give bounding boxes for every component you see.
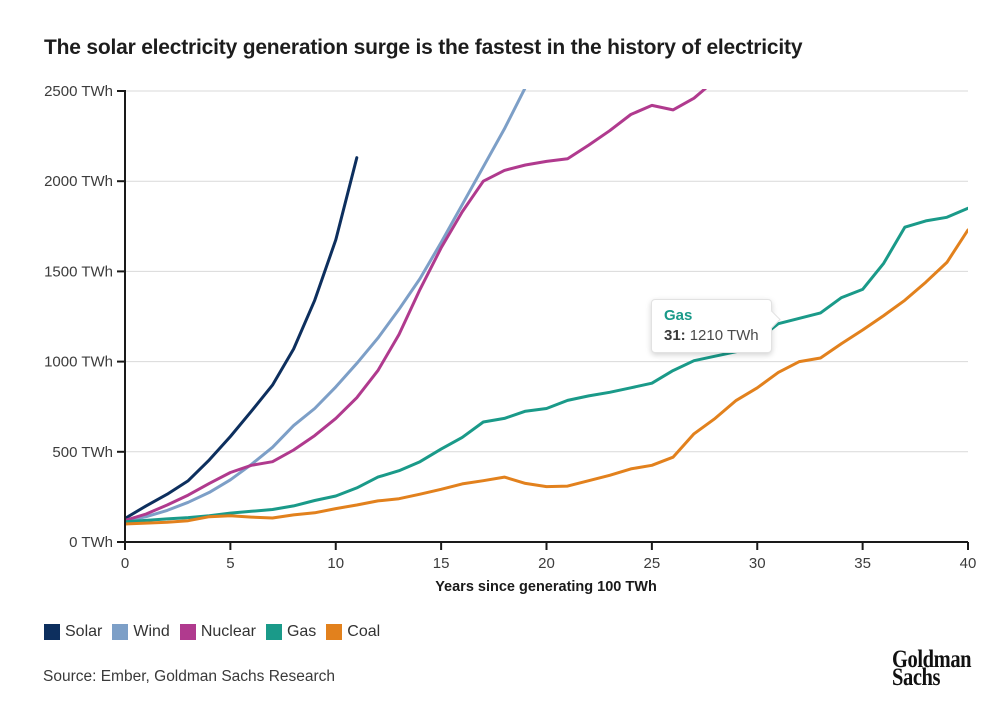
x-tick-label-35: 35 [854,555,871,572]
chart-title: The solar electricity generation surge i… [44,36,803,59]
legend-label-coal: Coal [347,623,381,640]
x-tick-label-5: 5 [226,555,234,572]
series-lines[interactable] [125,80,968,526]
legend-item-nuclear: Nuclear [179,623,256,641]
axis-ticks [117,90,969,550]
line-chart[interactable]: 2500 TWh 2000 TWh 1500 TWh 1000 TWh 500 TWh 0… [0,0,1000,610]
x-axis-title: Years since generating 100 TWh [435,579,657,595]
series-line-solar[interactable] [125,156,359,520]
y-tick-label-0: 0 TWh [69,534,113,551]
legend-label-gas: Gas [286,623,317,640]
series-line-wind[interactable] [125,87,527,523]
legend-label-wind: Wind [133,623,170,640]
legend-swatch-wind [112,624,129,640]
legend-label-solar: Solar [65,623,103,640]
logo-line-1: Goldman [892,646,972,673]
logo-line-2: Sachs [892,664,941,691]
gridlines [125,90,968,453]
legend-item-solar: Solar [44,623,102,641]
legend-swatch-coal [326,624,343,640]
series-line-nuclear[interactable] [125,80,715,522]
y-tick-label-500: 500 TWh [52,444,113,461]
series-line-coal[interactable] [125,228,968,526]
legend-label-nuclear: Nuclear [200,623,256,640]
goldman-sachs-logo: Goldman Sachs [892,646,972,691]
y-tick-label-1500: 1500 TWh [44,263,113,280]
x-tick-label-0: 0 [121,555,129,572]
x-tick-label-10: 10 [327,555,344,572]
y-tick-label-2500: 2500 TWh [44,83,113,100]
x-tick-label-20: 20 [538,555,555,572]
y-tick-label-2000: 2000 TWh [44,173,113,190]
legend-item-wind: Wind [112,623,170,641]
x-tick-label-30: 30 [749,555,766,572]
y-tick-label-1000: 1000 TWh [44,354,113,371]
legend-swatch-gas [265,624,282,640]
legend: Solar Wind Nuclear Gas Coal [44,623,380,641]
tooltip-value: 31: 1210 TWh [664,326,759,344]
x-tick-label-25: 25 [644,555,661,572]
axis-labels: 2500 TWh 2000 TWh 1500 TWh 1000 TWh 500 TWh 0… [44,83,976,572]
legend-item-coal: Coal [326,623,380,641]
tooltip: Gas 31: 1210 TWh [651,299,781,353]
x-tick-label-15: 15 [433,555,450,572]
legend-swatch-nuclear [179,624,196,640]
tooltip-series-label: Gas [664,307,693,324]
legend-swatch-solar [44,624,60,640]
source-note: Source: Ember, Goldman Sachs Research [43,668,336,685]
x-tick-label-40: 40 [960,555,977,572]
series-line-gas[interactable] [125,206,968,524]
legend-item-gas: Gas [265,623,317,641]
